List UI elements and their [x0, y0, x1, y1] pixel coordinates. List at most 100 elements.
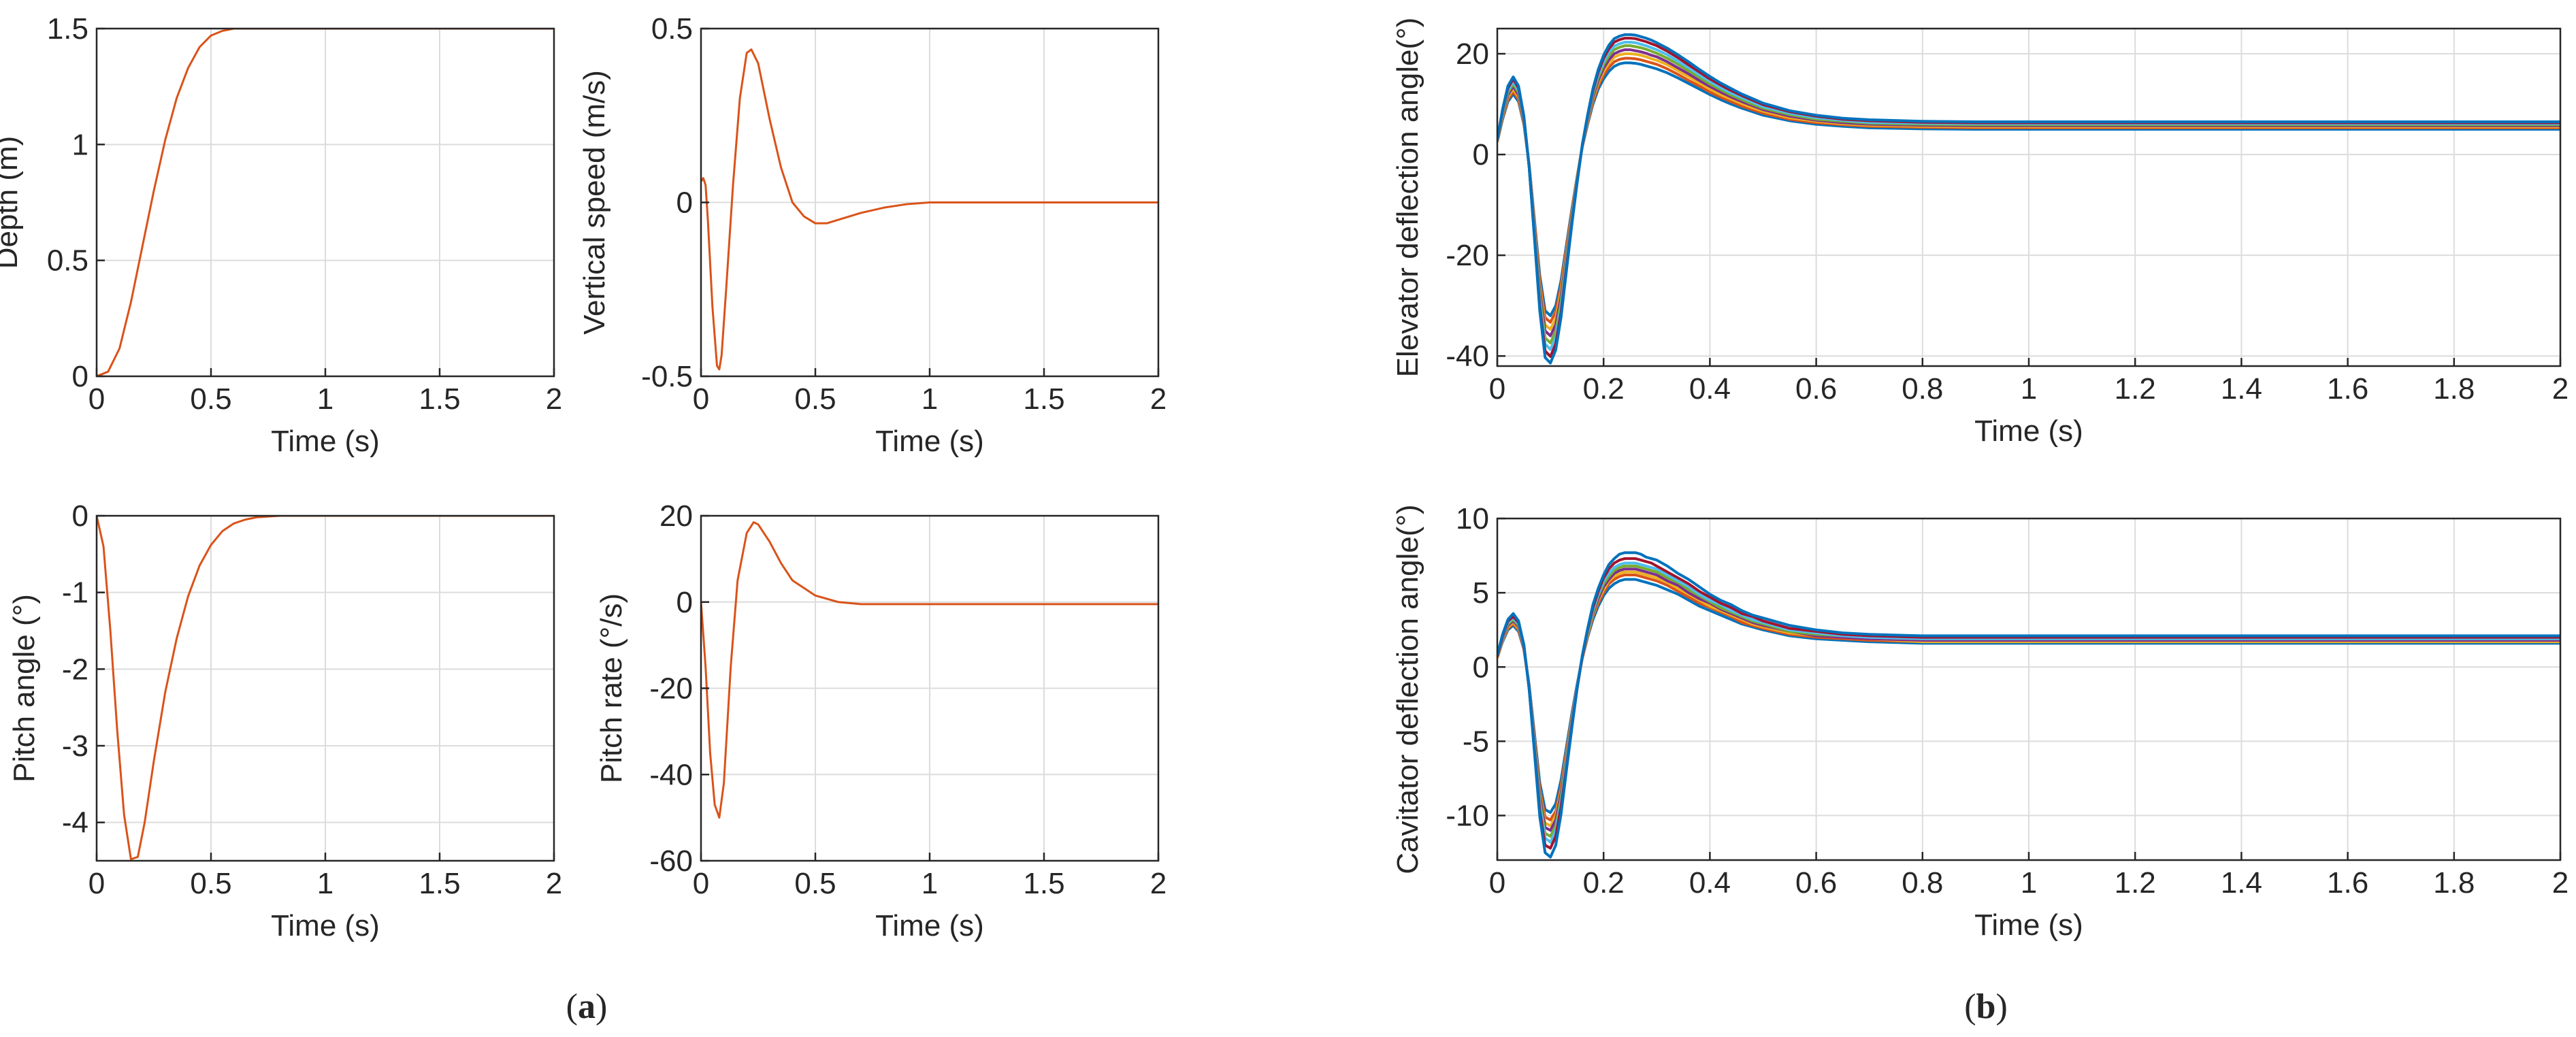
series-group [97, 29, 554, 376]
x-tick-label: 0 [693, 867, 709, 900]
x-tick-label: 1.6 [2327, 372, 2368, 406]
series-group [701, 521, 1158, 819]
series-line-8 [1497, 551, 2560, 859]
x-tick-label: 0 [88, 382, 105, 416]
y-tick-label: -60 [649, 844, 693, 878]
x-tick-label: 1 [2021, 866, 2037, 900]
y-axis-label: Cavitator deflection angle(°) [1391, 504, 1424, 874]
x-tick-label: 0.4 [1689, 372, 1731, 406]
y-tick-label: -20 [1446, 239, 1489, 272]
x-tick-label: 2 [2552, 372, 2569, 406]
y-tick-label: 0.5 [47, 244, 88, 278]
x-tick-label: 0.5 [190, 382, 231, 416]
x-tick-label: 1.6 [2327, 866, 2368, 900]
x-tick-label: 1.2 [2115, 372, 2156, 406]
x-tick-label: 0 [1489, 866, 1505, 900]
x-tick-label: 0.5 [794, 867, 836, 900]
y-tick-label: -20 [649, 672, 693, 706]
y-tick-label: -2 [62, 653, 88, 686]
x-tick-label: 1.5 [419, 382, 460, 416]
y-tick-label: 0 [1473, 651, 1489, 684]
x-tick-label: 0.8 [1902, 372, 1943, 406]
series-group [1497, 551, 2560, 859]
y-tick-label: -4 [62, 806, 88, 840]
y-tick-label: 10 [1456, 502, 1489, 536]
x-tick-label: 1 [317, 382, 333, 416]
y-tick-label: -10 [1446, 800, 1489, 833]
series-line-8 [1497, 33, 2560, 365]
x-axis-label: Time (s) [875, 909, 984, 942]
x-tick-label: 0 [1489, 372, 1505, 406]
y-tick-label: 0 [72, 360, 88, 393]
chart-elevator: 0 0.2 0.4 0.6 0.8 1 1.2 1.4 1.6 1.8 2 -40 -20 0 20 Time… [1391, 18, 2569, 448]
x-tick-label: 0.2 [1583, 372, 1625, 406]
y-tick-label: 0 [72, 499, 88, 533]
y-axis-label: Pitch rate (°/s) [595, 593, 628, 783]
x-tick-label: 0.4 [1689, 866, 1731, 900]
x-tick-label: 1.4 [2221, 866, 2262, 900]
y-axis-label: Elevator deflection angle(°) [1391, 18, 1424, 378]
x-tick-label: 0.8 [1902, 866, 1943, 900]
y-axis-label: Depth (m) [0, 136, 24, 269]
x-tick-label: 1 [922, 382, 938, 416]
y-tick-label: 1 [72, 128, 88, 161]
y-tick-label: 0 [1473, 138, 1489, 171]
x-tick-label: 2 [1150, 867, 1167, 900]
chart-pitch_angle: 0 0.5 1 1.5 2 -4 -3 -2 -1 0 Time (s) Pitch angle (°… [7, 499, 562, 942]
y-axis-label: Pitch angle (°) [7, 594, 41, 783]
x-tick-label: 0 [88, 867, 105, 900]
y-tick-label: 5 [1473, 576, 1489, 610]
series-group [701, 48, 1158, 371]
x-tick-label: 1.5 [419, 867, 460, 900]
y-tick-label: 1.5 [47, 12, 88, 46]
y-tick-label: 20 [659, 499, 693, 533]
y-tick-label: 20 [1456, 37, 1489, 71]
y-tick-label: -0.5 [641, 360, 693, 393]
series-line-1 [701, 521, 1158, 819]
x-axis-label: Time (s) [875, 425, 984, 458]
y-tick-label: -5 [1463, 725, 1489, 758]
y-tick-label: -1 [62, 576, 88, 610]
x-tick-label: 1.8 [2433, 372, 2475, 406]
x-tick-label: 1.8 [2433, 866, 2475, 900]
x-tick-label: 1 [317, 867, 333, 900]
y-tick-label: 0.5 [651, 12, 693, 46]
panel-label-b: (b) [1964, 987, 2008, 1026]
y-axis-label: Vertical speed (m/s) [578, 70, 611, 335]
chart-depth: 0 0.5 1 1.5 2 0 0.5 1 1.5 Time (s) Depth (m) [0, 12, 562, 458]
y-tick-label: -40 [1446, 340, 1489, 373]
chart-cavitator: 0 0.2 0.4 0.6 0.8 1 1.2 1.4 1.6 1.8 2 -10 -5 0 5 10 Time… [1391, 502, 2569, 942]
x-tick-label: 0.2 [1583, 866, 1625, 900]
y-tick-label: -40 [649, 758, 693, 791]
y-tick-label: 0 [676, 186, 693, 220]
y-tick-label: -3 [62, 729, 88, 763]
x-tick-label: 1 [2021, 372, 2037, 406]
x-tick-label: 1.5 [1023, 382, 1064, 416]
x-tick-label: 0 [693, 382, 709, 416]
series-line-1 [701, 48, 1158, 371]
x-tick-label: 1.4 [2221, 372, 2262, 406]
x-tick-label: 0.5 [190, 867, 231, 900]
series-group [1497, 33, 2560, 365]
x-tick-label: 2 [1150, 382, 1167, 416]
x-tick-label: 2 [2552, 866, 2569, 900]
x-tick-label: 1.2 [2115, 866, 2156, 900]
x-axis-label: Time (s) [271, 425, 380, 458]
panel-label-a: (a) [566, 987, 608, 1026]
x-tick-label: 1.5 [1023, 867, 1064, 900]
x-axis-label: Time (s) [271, 909, 380, 942]
x-tick-label: 0.6 [1795, 866, 1837, 900]
series-line-1 [97, 29, 554, 376]
x-tick-label: 0.5 [794, 382, 836, 416]
x-tick-label: 0.6 [1795, 372, 1837, 406]
chart-pitch_rate: 0 0.5 1 1.5 2 -60 -40 -20 0 20 Time (s) Pitch rate … [595, 499, 1167, 942]
x-tick-label: 2 [546, 867, 562, 900]
x-tick-label: 1 [922, 867, 938, 900]
x-axis-label: Time (s) [1974, 908, 2083, 942]
x-axis-label: Time (s) [1974, 414, 2083, 448]
x-tick-label: 2 [546, 382, 562, 416]
y-tick-label: 0 [676, 586, 693, 619]
